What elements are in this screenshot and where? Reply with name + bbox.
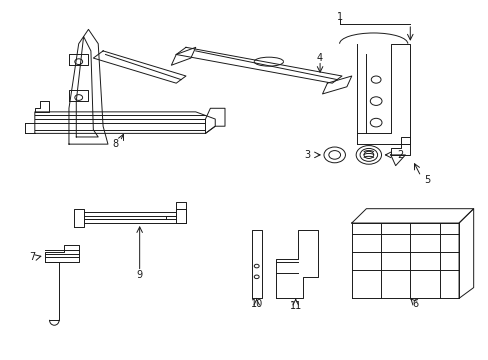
Text: 7: 7 (29, 252, 36, 262)
Text: 5: 5 (424, 175, 429, 185)
Text: 9: 9 (136, 270, 142, 280)
Text: 1: 1 (336, 12, 342, 22)
Text: 4: 4 (316, 53, 323, 63)
Text: 3: 3 (303, 150, 309, 160)
Text: 11: 11 (289, 301, 301, 311)
Text: 6: 6 (411, 299, 417, 309)
Text: 10: 10 (250, 299, 262, 309)
Text: 2: 2 (397, 150, 403, 160)
Text: 8: 8 (112, 139, 118, 149)
